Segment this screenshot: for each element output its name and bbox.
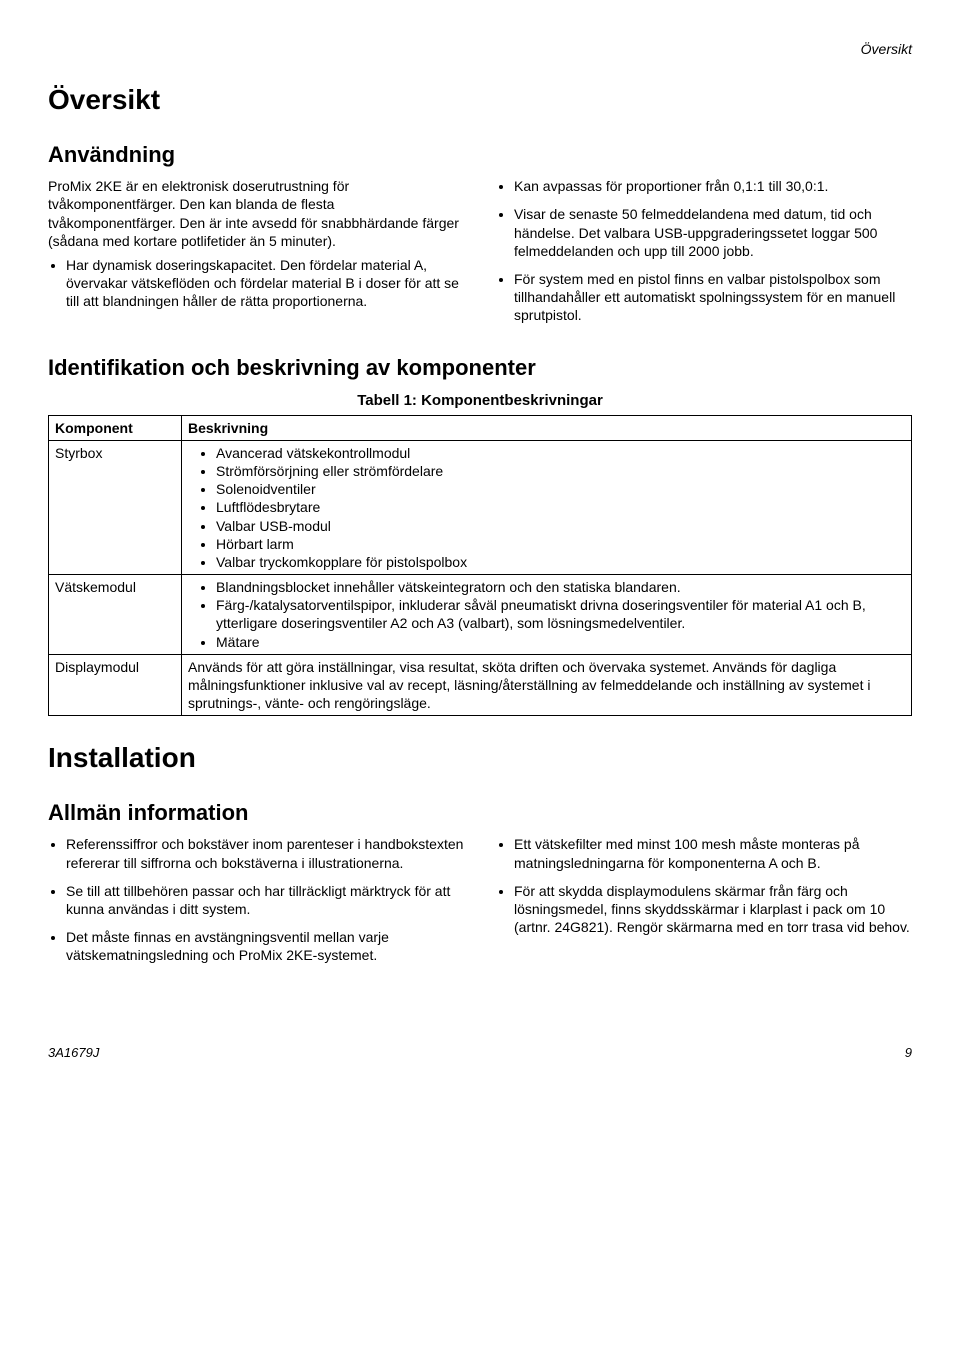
anvandning-left-column: ProMix 2KE är en elektronisk doserutrust…: [48, 177, 464, 334]
heading-allman-info: Allmän information: [48, 799, 912, 828]
footer-docnum: 3A1679J: [48, 1045, 99, 1062]
table-row: Styrbox Avancerad vätskekontrollmodul St…: [49, 440, 912, 574]
installation-right-column: Ett vätskefilter med minst 100 mesh måst…: [496, 835, 912, 974]
list-item: Mätare: [216, 633, 905, 651]
table-row: Vätskemodul Blandningsblocket innehåller…: [49, 575, 912, 655]
footer-pagenum: 9: [905, 1045, 912, 1062]
anvandning-columns: ProMix 2KE är en elektronisk doserutrust…: [48, 177, 912, 334]
table-header-beskrivning: Beskrivning: [182, 415, 912, 440]
list-item: Färg-/katalysatorventilspipor, inkludera…: [216, 596, 905, 632]
anvandning-intro: ProMix 2KE är en elektronisk doserutrust…: [48, 177, 464, 250]
components-table: Komponent Beskrivning Styrbox Avancerad …: [48, 415, 912, 717]
table-cell-desc: Används för att göra inställningar, visa…: [182, 654, 912, 716]
list-item: För system med en pistol finns en valbar…: [514, 270, 912, 325]
list-item: Se till att tillbehören passar och har t…: [66, 882, 464, 918]
table-cell-name: Styrbox: [49, 440, 182, 574]
list-item: Visar de senaste 50 felmeddelandena med …: [514, 205, 912, 260]
table-caption: Tabell 1: Komponentbeskrivningar: [48, 391, 912, 411]
table-row: Displaymodul Används för att göra instäl…: [49, 654, 912, 716]
table-cell-name: Displaymodul: [49, 654, 182, 716]
running-header: Översikt: [48, 40, 912, 58]
list-item: Blandningsblocket innehåller vätskeinteg…: [216, 578, 905, 596]
page-title-oversikt: Översikt: [48, 82, 912, 118]
list-item: Referenssiffror och bokstäver inom paren…: [66, 835, 464, 871]
table-cell-desc: Avancerad vätskekontrollmodul Strömförsö…: [182, 440, 912, 574]
heading-anvandning: Användning: [48, 141, 912, 170]
page-footer: 3A1679J 9: [48, 1045, 912, 1062]
page-title-installation: Installation: [48, 740, 912, 776]
installation-left-list: Referenssiffror och bokstäver inom paren…: [48, 835, 464, 964]
installation-left-column: Referenssiffror och bokstäver inom paren…: [48, 835, 464, 974]
heading-identifikation: Identifikation och beskrivning av kompon…: [48, 354, 912, 383]
list-item: Avancerad vätskekontrollmodul: [216, 444, 905, 462]
table-header-row: Komponent Beskrivning: [49, 415, 912, 440]
table-cell-name: Vätskemodul: [49, 575, 182, 655]
list-item: Hörbart larm: [216, 535, 905, 553]
list-item: Solenoidventiler: [216, 480, 905, 498]
list-item: Luftflödesbrytare: [216, 498, 905, 516]
list-item: Har dynamisk doseringskapacitet. Den för…: [66, 256, 464, 311]
table-cell-desc: Blandningsblocket innehåller vätskeinteg…: [182, 575, 912, 655]
cell-list: Avancerad vätskekontrollmodul Strömförsö…: [188, 444, 905, 571]
list-item: Ett vätskefilter med minst 100 mesh måst…: [514, 835, 912, 871]
list-item: Det måste finnas en avstängningsventil m…: [66, 928, 464, 964]
table-header-komponent: Komponent: [49, 415, 182, 440]
list-item: För att skydda displaymodulens skärmar f…: [514, 882, 912, 937]
anvandning-right-list: Kan avpassas för proportioner från 0,1:1…: [496, 177, 912, 324]
list-item: Valbar tryckomkopplare för pistolspolbox: [216, 553, 905, 571]
list-item: Strömförsörjning eller strömfördelare: [216, 462, 905, 480]
cell-list: Blandningsblocket innehåller vätskeinteg…: [188, 578, 905, 651]
anvandning-left-list: Har dynamisk doseringskapacitet. Den för…: [48, 256, 464, 311]
anvandning-right-column: Kan avpassas för proportioner från 0,1:1…: [496, 177, 912, 334]
list-item: Valbar USB-modul: [216, 517, 905, 535]
list-item: Kan avpassas för proportioner från 0,1:1…: [514, 177, 912, 195]
installation-columns: Referenssiffror och bokstäver inom paren…: [48, 835, 912, 974]
installation-right-list: Ett vätskefilter med minst 100 mesh måst…: [496, 835, 912, 936]
